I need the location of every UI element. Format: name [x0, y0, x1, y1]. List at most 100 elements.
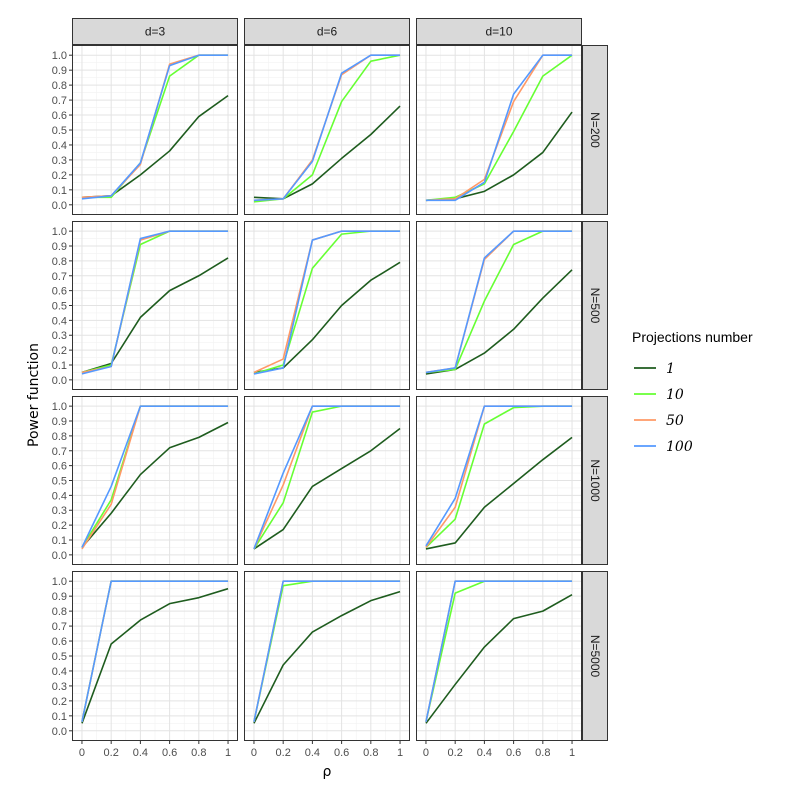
x-tick-label: 0 — [79, 747, 85, 759]
axes-layer: 0.0 0.1 0.2 0.3 0.4 0.5 0.6 0.7 0.8 0.9 1.0 0.0 0.1 0… — [52, 50, 575, 759]
panel-series-d=3-N=1000 — [81, 405, 229, 550]
series-line-100 — [253, 54, 401, 202]
panel-border — [416, 396, 582, 565]
y-tick-label: 0.7 — [52, 621, 67, 633]
series-line-100 — [253, 230, 401, 375]
row-strip-background — [582, 396, 608, 565]
row-strip-label: N=500 — [588, 288, 602, 324]
y-tick-label: 0.8 — [52, 431, 67, 443]
row-strip: N=500 — [582, 221, 608, 390]
y-tick-label: 1.0 — [52, 226, 67, 238]
panel-d=6-N=500 — [244, 221, 410, 390]
y-tick-label: 0.6 — [52, 110, 67, 122]
y-tick-label: 0.2 — [52, 170, 67, 182]
legend-label: 10 — [666, 387, 684, 403]
legend-entry-50: 50 — [634, 413, 684, 429]
series-line-100 — [81, 405, 229, 548]
panels-layer — [72, 45, 582, 741]
legend-label: 100 — [666, 439, 693, 455]
panel-border — [244, 571, 410, 741]
panel-border — [244, 221, 410, 390]
y-tick-label: 0.0 — [52, 550, 67, 562]
series-line-10 — [425, 54, 573, 202]
column-strip: d=10 — [416, 18, 582, 45]
y-tick-label: 0.7 — [52, 271, 67, 283]
y-tick-label: 0.8 — [52, 256, 67, 268]
y-tick-label: 0.4 — [52, 140, 67, 152]
x-tick-label: 0.8 — [535, 747, 550, 759]
series-line-100 — [81, 580, 229, 722]
y-tick-label: 0.1 — [52, 185, 67, 197]
row-strip-label: N=5000 — [588, 635, 602, 678]
y-tick-label: 0.2 — [52, 345, 67, 357]
series-line-100 — [253, 580, 401, 722]
legend-entries: 1 10 50 100 — [634, 361, 693, 455]
series-line-1 — [81, 257, 229, 374]
x-tick-label: 0 — [251, 747, 257, 759]
panel-border — [416, 45, 582, 215]
x-axis-title: ρ — [323, 764, 332, 780]
series-line-1 — [81, 421, 229, 548]
series-line-100 — [81, 230, 229, 375]
panel-border — [244, 396, 410, 565]
row-strip-background — [582, 45, 608, 215]
x-tick-label: 0.8 — [363, 747, 378, 759]
panel-series-d=6-N=500 — [253, 230, 401, 375]
y-tick-label: 0.5 — [52, 476, 67, 488]
row-strip-background — [582, 571, 608, 741]
row-strip: N=5000 — [582, 571, 608, 741]
row-strip-label: N=1000 — [588, 459, 602, 502]
x-tick-label: 1 — [225, 747, 231, 759]
series-line-1 — [425, 593, 573, 724]
series-line-100 — [253, 405, 401, 550]
strips-layer: d=3 d=6 d=10 N=200 N=500 N=1000 N=5000 — [72, 18, 608, 741]
series-line-100 — [425, 54, 573, 202]
x-tick-label: 1 — [569, 747, 575, 759]
y-tick-label: 0.9 — [52, 416, 67, 428]
panel-border — [72, 45, 238, 215]
y-tick-label: 0.5 — [52, 301, 67, 313]
row-strip: N=200 — [582, 45, 608, 215]
panel-series-d=3-N=200 — [81, 54, 229, 200]
x-tick-label: 0.6 — [162, 747, 177, 759]
panel-d=6-N=5000 — [244, 571, 410, 741]
y-tick-label: 0.3 — [52, 330, 67, 342]
series-line-100 — [425, 405, 573, 547]
column-strip-label: d=10 — [485, 25, 512, 39]
y-tick-label: 0.7 — [52, 95, 67, 107]
row-strip-label: N=200 — [588, 112, 602, 148]
panel-border — [244, 45, 410, 215]
x-tick-label: 0.6 — [506, 747, 521, 759]
panel-series-d=10-N=5000 — [425, 580, 573, 724]
legend-title: Projections number — [632, 329, 753, 345]
x-tick-label: 0 — [423, 747, 429, 759]
legend-entry-10: 10 — [634, 387, 684, 403]
legend: Projections number 1 10 50 100 — [632, 329, 753, 455]
column-strip: d=3 — [72, 18, 238, 45]
y-tick-label: 0.9 — [52, 65, 67, 77]
x-tick-label: 0.2 — [104, 747, 119, 759]
y-tick-label: 0.0 — [52, 726, 67, 738]
y-tick-label: 1.0 — [52, 576, 67, 588]
panel-series-d=3-N=500 — [81, 230, 229, 375]
y-tick-label: 0.7 — [52, 446, 67, 458]
panel-d=6-N=200 — [244, 45, 410, 215]
y-tick-label: 0.3 — [52, 505, 67, 517]
panel-d=10-N=500 — [416, 221, 582, 390]
y-tick-label: 0.9 — [52, 241, 67, 253]
y-tick-label: 0.9 — [52, 591, 67, 603]
series-line-100 — [425, 230, 573, 374]
y-tick-label: 0.0 — [52, 200, 67, 212]
panel-d=3-N=5000 — [72, 571, 238, 741]
y-tick-label: 0.1 — [52, 711, 67, 723]
column-strip: d=6 — [244, 18, 410, 45]
column-strip-label: d=6 — [317, 25, 338, 39]
y-tick-label: 0.4 — [52, 666, 67, 678]
row-strip: N=1000 — [582, 396, 608, 565]
column-strip-label: d=3 — [145, 25, 166, 39]
y-tick-label: 1.0 — [52, 50, 67, 62]
x-tick-label: 0.2 — [276, 747, 291, 759]
panel-series-d=3-N=5000 — [81, 580, 229, 724]
panel-d=6-N=1000 — [244, 396, 410, 565]
column-strip-background — [416, 18, 582, 45]
